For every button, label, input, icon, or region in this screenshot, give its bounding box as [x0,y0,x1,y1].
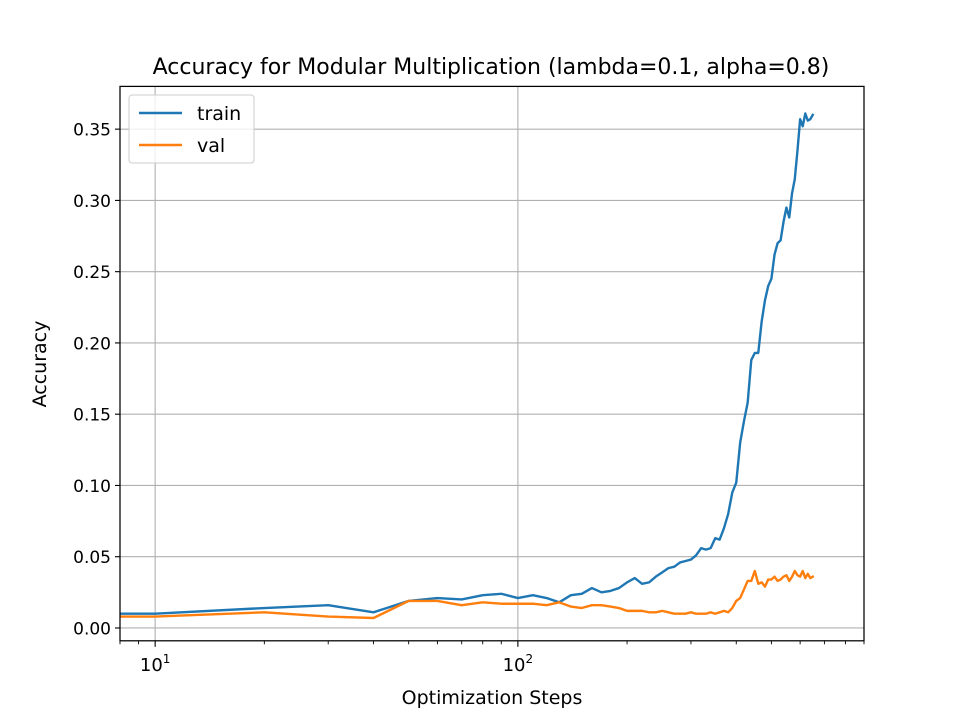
series-line-train [120,112,815,615]
chart-title: Accuracy for Modular Multiplication (lam… [153,55,830,80]
x-tick-label: 102 [503,652,534,676]
y-tick-label: 0.25 [73,263,111,283]
y-tick-label: 0.10 [73,477,111,497]
legend-train-label: train [197,103,241,125]
x-axis-label: Optimization Steps [402,687,583,709]
series-line-val [120,569,815,620]
legend-val-label: val [197,135,225,157]
y-axis-label: Accuracy [29,321,51,408]
y-tick-label: 0.20 [73,334,111,354]
plot-frame [119,85,865,642]
tick-layer: 0.00 0.05 0.10 0.15 0.20 0.25 0.30 0.35 101 102 [73,121,865,676]
y-tick-label: 0.00 [73,619,111,639]
series-layer [120,112,815,620]
y-tick-label: 0.35 [73,121,111,141]
legend: train val [128,94,255,164]
y-tick-label: 0.15 [73,406,111,426]
y-tick-label: 0.05 [73,548,111,568]
y-tick-label: 0.30 [73,192,111,212]
x-tick-label: 101 [140,652,171,676]
